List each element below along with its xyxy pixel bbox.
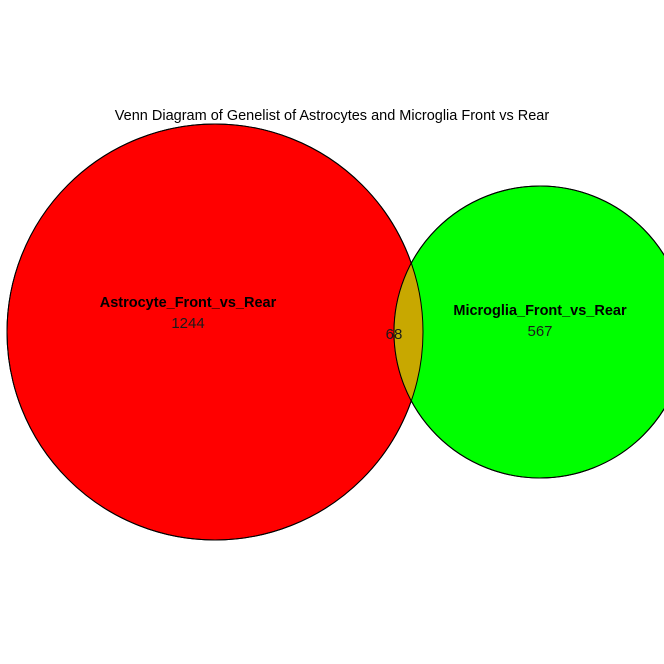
set-b-count: 567 [527, 323, 552, 340]
set-a-count: 1244 [171, 315, 204, 332]
set-b-label: Microglia_Front_vs_Rear [453, 303, 627, 319]
diagram-title: Venn Diagram of Genelist of Astrocytes a… [115, 108, 550, 124]
intersection-count: 68 [386, 326, 403, 343]
set-a-label: Astrocyte_Front_vs_Rear [100, 295, 277, 311]
set-a-circle [6, 123, 424, 541]
set-b-outline [393, 185, 664, 479]
set-a-outline [6, 123, 424, 541]
